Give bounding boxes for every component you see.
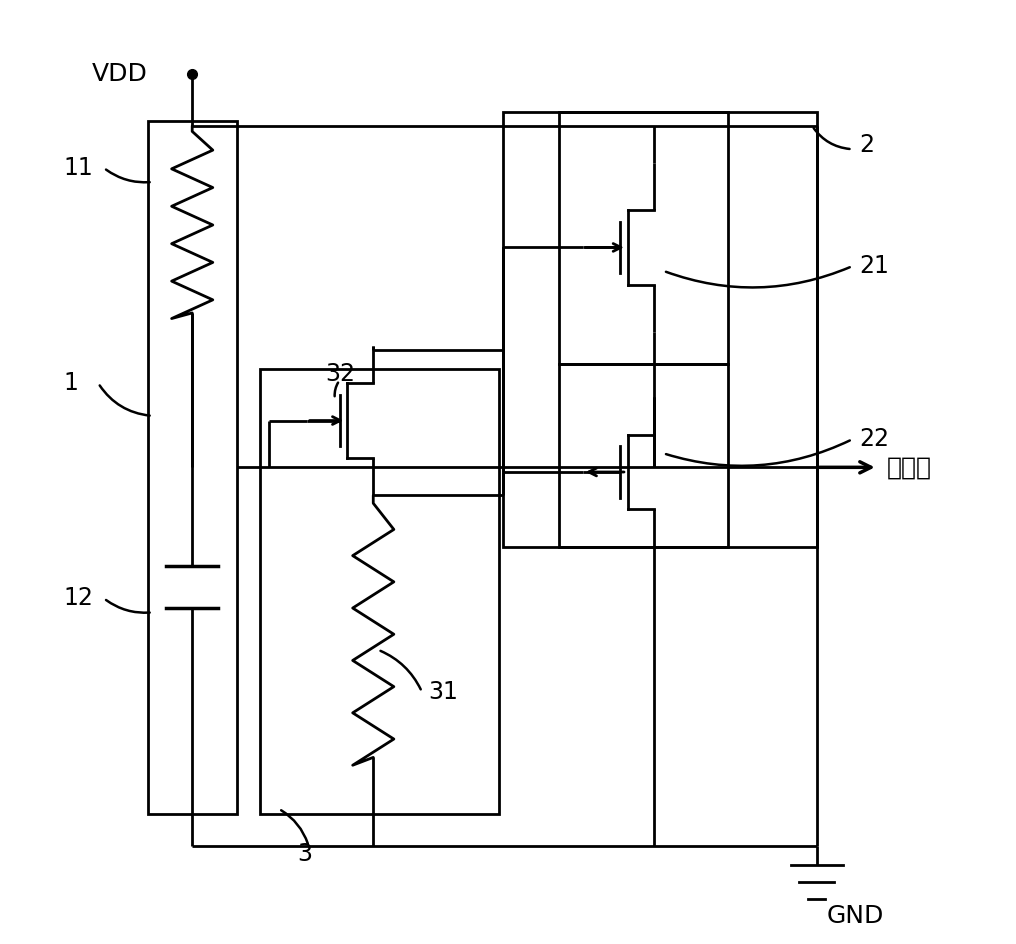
Text: 21: 21 [859,254,889,278]
Text: 31: 31 [429,680,458,704]
Text: 3: 3 [298,842,313,866]
Bar [260,369,499,814]
Text: 输出端: 输出端 [887,455,932,480]
Text: GND: GND [826,904,884,929]
Text: 1: 1 [64,371,78,396]
Bar [147,121,237,814]
Text: 2: 2 [859,132,874,157]
Text: 11: 11 [64,156,93,180]
Text: 12: 12 [64,586,93,611]
Bar [560,111,727,364]
Text: 32: 32 [325,362,356,386]
Text: 22: 22 [859,428,889,451]
Bar [560,364,727,547]
Bar [503,111,817,547]
Text: VDD: VDD [91,62,147,86]
